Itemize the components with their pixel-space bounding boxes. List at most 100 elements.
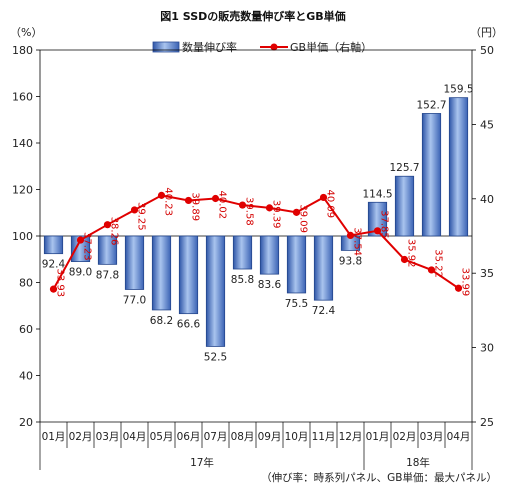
left-axis-unit: （%）: [10, 26, 42, 39]
bar-value-label: 125.7: [389, 162, 419, 174]
bar: [286, 235, 307, 294]
category-label: 04月: [123, 431, 147, 443]
line-labels: 33.93 37.23 38.26 39.25 40.23 39.89 40.02 39.58…: [55, 187, 471, 297]
bar-value-label: 75.5: [285, 298, 308, 310]
bar: [151, 235, 172, 311]
bar: [394, 175, 415, 237]
gb-price-point: [346, 231, 355, 240]
gb-price-point: [157, 191, 166, 199]
gb-price-point: [76, 236, 85, 244]
legend-bar-swatch: [152, 41, 180, 53]
gb-price-point: [265, 204, 274, 212]
category-label: 08月: [231, 431, 255, 443]
bar-value-label: 114.5: [362, 188, 392, 200]
gb-price-label: 37.23: [82, 232, 93, 261]
category-label: 03月: [420, 431, 444, 443]
category-label: 10月: [285, 431, 309, 443]
gb-price-point: [373, 227, 382, 235]
right-tick-label: 30: [480, 342, 494, 355]
bar: [448, 97, 469, 237]
bar-value-label: 87.8: [96, 269, 119, 281]
chart-title: 図1 SSDの販売数量伸び率とGB単価: [160, 9, 345, 23]
right-axis-unit: （円）: [470, 26, 503, 39]
category-label: 06月: [177, 431, 201, 443]
gb-price-label: 33.99: [460, 268, 471, 297]
bar: [70, 235, 91, 262]
gb-price-label: 39.09: [298, 204, 309, 233]
right-tick-label: 35: [480, 267, 494, 280]
left-tick-label: 160: [12, 91, 33, 104]
bar: [205, 235, 226, 347]
gb-price-point: [184, 196, 193, 205]
category-label: 12月: [339, 431, 363, 443]
gb-price-label: 39.25: [136, 202, 147, 231]
bar-value-label: 92.4: [42, 259, 66, 271]
left-tick-label: 180: [12, 44, 33, 57]
legend-line-label: GB単価（右軸）: [290, 40, 372, 54]
legend: 数量伸び率 GB単価（右軸）: [152, 40, 372, 54]
bars: [43, 97, 469, 347]
category-label: 02月: [69, 431, 93, 443]
left-tick-label: 40: [19, 370, 33, 383]
left-tick-label: 120: [12, 184, 33, 197]
gb-price-line: [52, 194, 460, 290]
year-group-label: 18年: [406, 456, 430, 469]
bar: [232, 235, 253, 270]
bar-value-label: 159.5: [443, 84, 473, 96]
gb-price-label: 35.92: [406, 239, 417, 268]
category-label: 03月: [96, 431, 120, 443]
legend-bar-label: 数量伸び率: [182, 40, 237, 54]
right-tick-label: 40: [480, 193, 494, 206]
gb-price-label: 38.26: [109, 217, 120, 246]
bar-value-label: 83.6: [258, 279, 282, 291]
legend-line-marker: [270, 43, 278, 51]
gb-price-label: 39.89: [190, 192, 201, 221]
bar: [313, 235, 334, 301]
gb-price-label: 37.54: [352, 227, 363, 256]
gb-price-point: [49, 285, 58, 293]
gb-price-label: 40.02: [217, 191, 228, 220]
gb-price-point: [238, 201, 247, 209]
gb-price-point: [427, 266, 436, 274]
gb-price-point: [292, 208, 301, 216]
axes: 20 40 60 80 100 120 140 160 180 25 30 35 40 45 50: [12, 44, 494, 429]
category-label: 02月: [393, 431, 417, 443]
gb-price-label: 40.23: [163, 187, 174, 216]
line-series: [49, 191, 463, 293]
gb-price-point: [103, 221, 112, 229]
bar-value-label: 66.6: [177, 319, 201, 331]
bar: [421, 113, 442, 237]
bar: [178, 235, 199, 315]
bar-value-label: 68.2: [150, 315, 173, 327]
bar: [97, 235, 118, 265]
right-tick-label: 25: [480, 416, 494, 429]
left-tick-label: 60: [19, 323, 33, 336]
bar-value-label: 72.4: [312, 305, 336, 317]
left-tick-label: 140: [12, 137, 33, 150]
left-tick-label: 80: [19, 277, 33, 290]
gb-price-label: 33.93: [55, 268, 66, 297]
year-group-label: 17年: [190, 456, 214, 469]
gb-price-point: [211, 194, 220, 203]
bar: [259, 235, 280, 275]
chart-note: （伸び率：時系列パネル、GB単価：最大パネル）: [261, 471, 497, 484]
bar-value-label: 93.8: [339, 255, 362, 267]
right-tick-label: 45: [480, 118, 494, 131]
bar: [367, 201, 388, 237]
category-label: 01月: [42, 431, 66, 443]
gb-price-label: 35.22: [433, 249, 444, 278]
bar-value-label: 52.5: [204, 351, 227, 363]
category-label: 07月: [204, 431, 228, 443]
x-axis: 01月 02月 03月 04月 05月 06月 07月 08月 09月 10月 11月 12月 01月 0…: [39, 422, 473, 470]
bar-value-label: 85.8: [231, 274, 254, 286]
category-label: 05月: [150, 431, 174, 443]
gb-price-label: 39.39: [271, 200, 282, 229]
category-label: 09月: [258, 431, 282, 443]
left-tick-label: 100: [12, 230, 33, 243]
bar-labels: 92.489.0 87.8 77.0 68.2 66.6 52.5 85.8 83.675.5…: [42, 84, 474, 364]
category-label: 01月: [366, 431, 390, 443]
bar-value-label: 77.0: [123, 294, 146, 306]
gb-price-point: [319, 193, 328, 202]
right-tick-label: 50: [480, 44, 494, 57]
